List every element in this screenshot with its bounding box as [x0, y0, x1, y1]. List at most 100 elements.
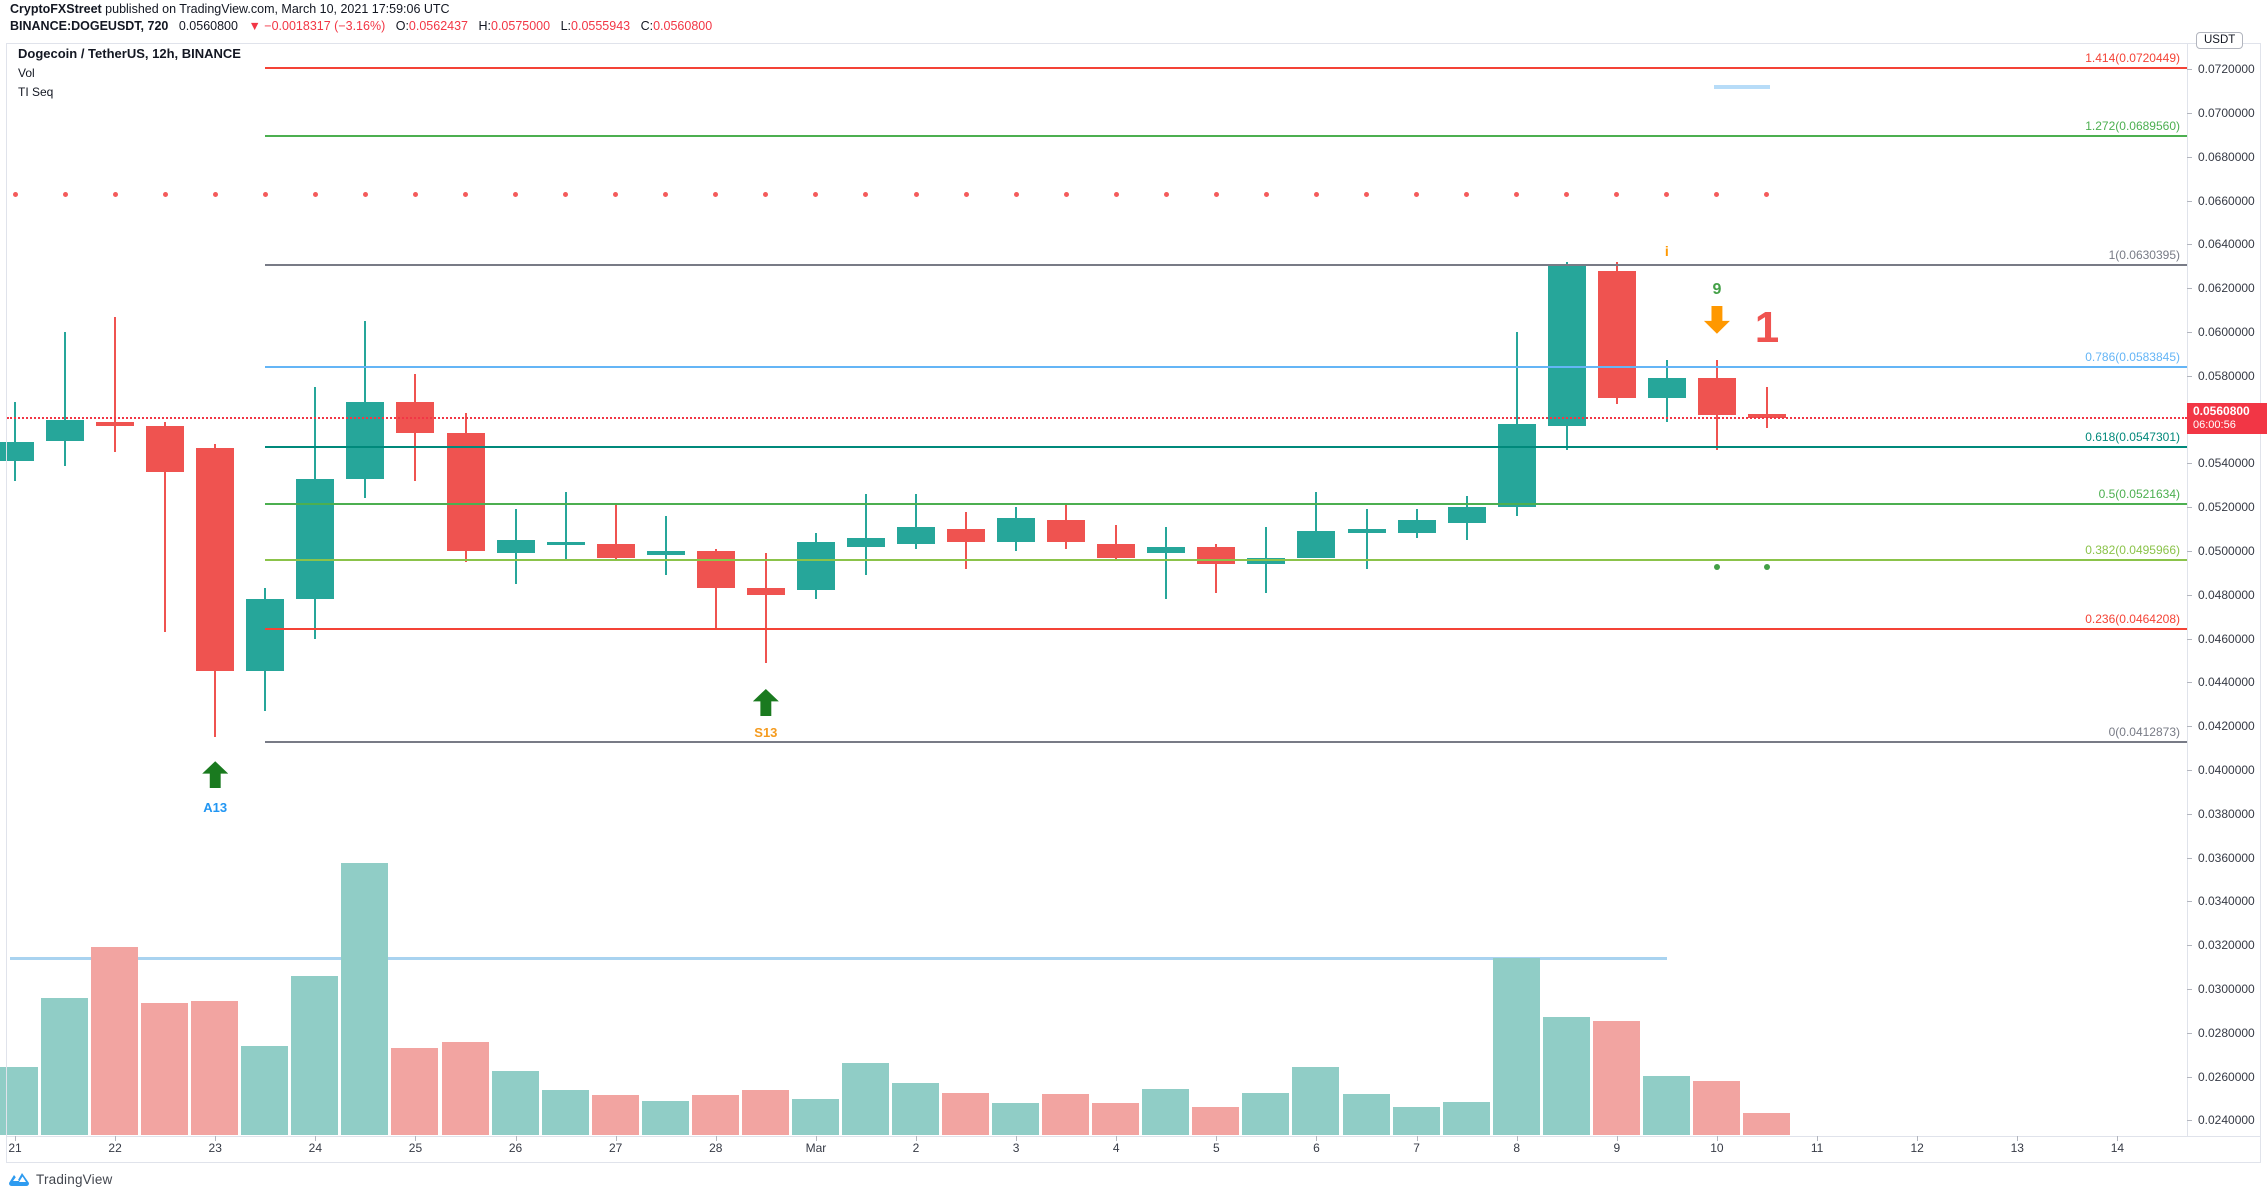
td-sell-arrow [1703, 305, 1730, 334]
td-red-dot [613, 191, 619, 197]
price-axis[interactable]: USDT 0.0560800 06:00:56 0.0720000 0.07000… [2187, 0, 2267, 1200]
date-tick [1116, 1136, 1118, 1141]
date-tick [1616, 1136, 1618, 1141]
price-axis-label: 0.0480000 [2198, 587, 2255, 602]
candle-body [1147, 546, 1186, 554]
volume-bar [992, 1103, 1040, 1135]
date-tick [215, 1136, 217, 1141]
price-axis-label: 0.0360000 [2198, 850, 2255, 865]
price-tick [2187, 551, 2192, 552]
td-setup-9: 9 [1712, 280, 1722, 298]
td-red-dot [663, 191, 669, 197]
date-tick [15, 1136, 16, 1141]
publish-info: published on TradingView.com, March 10, … [101, 2, 450, 16]
price-tick [2187, 857, 2192, 859]
candle-body [46, 419, 85, 442]
candle-wick [864, 494, 867, 576]
td-red-dot [12, 191, 18, 197]
price-tick [2187, 200, 2192, 202]
volume-bar [1592, 1021, 1640, 1135]
tradingview-logo[interactable]: TradingView [8, 1171, 113, 1187]
change-direction-icon: ▼ [248, 19, 261, 33]
date-axis-top-border [6, 1136, 2261, 1137]
legend-symbol-title[interactable]: Dogecoin / TetherUS, 12h, BINANCE [18, 46, 241, 61]
price-tick [2187, 770, 2192, 771]
candle-body [696, 551, 735, 589]
date-tick [715, 1136, 717, 1141]
td-green-dot [1713, 564, 1720, 571]
td-red-dot [1013, 191, 1019, 197]
date-axis-label: 5 [1213, 1141, 1220, 1155]
td-red-dot [312, 191, 318, 197]
date-tick [1016, 1136, 1018, 1141]
candle-body [1247, 557, 1286, 565]
td-red-dot [162, 191, 168, 197]
date-tick [1516, 1136, 1518, 1141]
date-axis-label: 21 [8, 1141, 22, 1155]
chart-border-bottom [6, 1162, 2261, 1163]
price-axis-label: 0.0700000 [2198, 106, 2255, 120]
price-axis-label: 0.0600000 [2198, 325, 2255, 339]
date-axis-label: 12 [1910, 1141, 1924, 1155]
td-red-dot [913, 191, 919, 197]
candle-wick [14, 402, 16, 481]
td-red-dot [1514, 191, 1520, 197]
candle-countdown: 06:00:56 [2193, 419, 2236, 431]
current-price-badge: 0.0560800 06:00:56 [2187, 403, 2267, 434]
candle-body [1547, 266, 1586, 427]
volume-bar [892, 1083, 940, 1135]
price-tick [2187, 1120, 2192, 1122]
price-axis-border [2187, 43, 2188, 1137]
candle-wick [1765, 386, 1768, 429]
legend-indicator-tiseq[interactable]: TI Seq [18, 85, 54, 99]
fib-level-label: 1.414(0.0720449) [2085, 51, 2180, 66]
chart-plot-surface[interactable]: Dogecoin / TetherUS, 12h, BINANCE Vol TI… [0, 0, 2187, 1162]
chart-border-right [2260, 43, 2261, 1163]
date-tick [916, 1136, 918, 1141]
candle-body [1497, 423, 1536, 508]
volume-bar [341, 863, 389, 1135]
candle-body [1447, 507, 1486, 523]
price-axis-label: 0.0400000 [2198, 763, 2255, 777]
price-axis-label: 0.0440000 [2198, 675, 2255, 690]
td-red-dot [963, 191, 969, 197]
symbol-ohlc-line: BINANCE:DOGEUSDT, 720 0.0560800 ▼ −0.001… [10, 18, 712, 35]
volume-bar [1092, 1103, 1140, 1135]
chart-legend: Dogecoin / TetherUS, 12h, BINANCE Vol TI… [18, 47, 241, 105]
price-axis-label: 0.0340000 [2198, 894, 2255, 909]
td-count-1: 1 [1754, 302, 1780, 352]
volume-bar [41, 998, 89, 1135]
volume-bar [1542, 1017, 1590, 1135]
td-red-dot [1213, 191, 1219, 197]
date-axis-label: 14 [2110, 1141, 2125, 1155]
fib-level-line [265, 366, 2187, 369]
volume-bar [1042, 1094, 1090, 1135]
date-tick [815, 1136, 817, 1141]
volume-bar [1342, 1094, 1390, 1135]
candle-wick [614, 502, 617, 560]
price-axis-label: 0.0520000 [2198, 500, 2255, 515]
volume-bar [942, 1093, 990, 1135]
price-axis-label: 0.0260000 [2198, 1069, 2255, 1084]
chart-border-left [6, 43, 7, 1163]
date-tick [515, 1136, 517, 1141]
legend-indicator-vol[interactable]: Vol [18, 66, 35, 80]
candle-body [196, 448, 235, 672]
candle-body [1097, 544, 1136, 558]
volume-bar [741, 1090, 789, 1135]
header: CryptoFXStreet published on TradingView.… [10, 1, 712, 35]
td-green-dot [1763, 564, 1770, 571]
date-axis[interactable]: 21 22 23 24 25 26 27 28 Mar 2 3 4 5 6 7 8 9 10 11 12 13 14 [0, 1136, 2187, 1162]
candle-wick [1215, 544, 1218, 593]
current-price-line [7, 416, 2187, 419]
price-axis-label: 0.0660000 [2198, 193, 2255, 208]
td-buy-arrow-s13 [752, 688, 779, 716]
candle-wick [1315, 491, 1318, 558]
td-red-dot [513, 191, 519, 197]
candle-wick [114, 316, 117, 453]
candle-body [96, 421, 135, 427]
fib-level-line [265, 558, 2187, 561]
candle-wick [564, 491, 567, 560]
candle-wick [764, 553, 767, 663]
td-red-dot [412, 191, 418, 197]
